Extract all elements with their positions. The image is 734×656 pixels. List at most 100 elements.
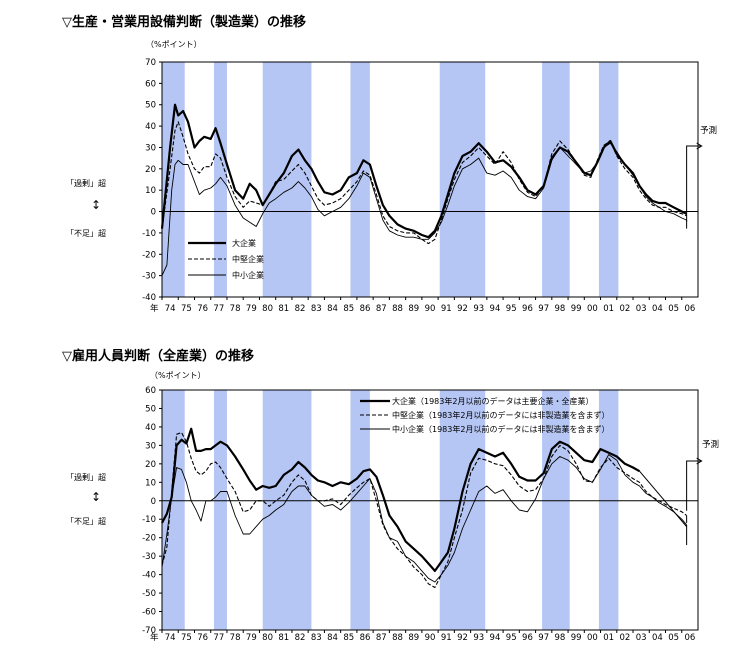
y-tick-label: 10 <box>145 186 156 196</box>
forecast-arrowhead <box>696 142 703 150</box>
x-tick-label: 89 <box>408 304 419 314</box>
x-tick-label: 87 <box>376 304 387 314</box>
x-tick-label: 04 <box>652 304 663 314</box>
x-tick-label: 02 <box>619 304 630 314</box>
x-tick-label: 03 <box>636 633 647 643</box>
legend-label-1: 中堅企業 <box>232 254 264 264</box>
x-tick-label: 94 <box>490 304 501 314</box>
y-tick-label: -60 <box>142 608 156 618</box>
x-tick-label: 79 <box>246 633 257 643</box>
x-tick-label: 92 <box>457 304 468 314</box>
y-tick-label: -40 <box>142 571 156 581</box>
x-tick-label: 78 <box>230 633 241 643</box>
y-tick-label: 0 <box>151 497 156 507</box>
forecast-arrowhead <box>696 457 703 465</box>
series-line-0 <box>161 427 641 572</box>
x-tick-label: 74 <box>165 304 176 314</box>
annotation-excess: 「過剰」超 <box>66 178 106 188</box>
forecast-label: 予測 <box>702 439 719 450</box>
x-tick-label: 90 <box>425 304 436 314</box>
y-tick-label: 60 <box>145 386 156 396</box>
x-tick-label: 82 <box>295 633 306 643</box>
x-tick-label: 92 <box>457 633 468 643</box>
annotation-shortage: 「不足」超 <box>66 516 106 526</box>
forecast-segment-0 <box>639 470 688 527</box>
x-tick-label: 88 <box>392 304 403 314</box>
x-tick-label: 89 <box>408 633 419 643</box>
annotation-arrow: ↕ <box>91 198 101 212</box>
y-tick-label: 10 <box>145 478 156 488</box>
shaded-period-2 <box>262 390 312 630</box>
x-tick-label: 97 <box>538 304 549 314</box>
x-tick-label: 00 <box>587 633 598 643</box>
x-tick-label: 06 <box>684 304 695 314</box>
forecast-bracket <box>686 460 701 511</box>
x-tick-label: 80 <box>262 633 273 643</box>
y-tick-label: -30 <box>142 552 156 562</box>
x-tick-label: 98 <box>555 633 566 643</box>
shaded-period-6 <box>598 62 619 297</box>
y-tick-label: 50 <box>145 404 156 414</box>
x-tick-label: 00 <box>587 304 598 314</box>
x-tick-label: 06 <box>684 633 695 643</box>
x-tick-label: 96 <box>522 633 533 643</box>
legend-label-0: 大企業（1983年2月以前のデータは主要企業・全産業） <box>392 396 593 406</box>
shaded-period-3 <box>350 390 370 630</box>
x-tick-label: 83 <box>311 304 322 314</box>
x-tick-label: 95 <box>506 633 517 643</box>
y-tick-label: 50 <box>145 101 156 111</box>
x-tick-label: 03 <box>636 304 647 314</box>
series-line-1 <box>161 431 687 589</box>
x-tick-label: 95 <box>506 304 517 314</box>
x-tick-label: 91 <box>441 304 452 314</box>
unit-label: （%ポイント） <box>146 40 202 49</box>
x-tick-label: 80 <box>262 304 273 314</box>
y-tick-label: -40 <box>142 293 156 303</box>
x-tick-label: 83 <box>311 633 322 643</box>
x-tick-label: 85 <box>343 633 354 643</box>
x-tick-label: 81 <box>278 633 289 643</box>
shaded-period-0 <box>162 390 185 630</box>
x-tick-label: 97 <box>538 633 549 643</box>
x-tick-label: 90 <box>425 633 436 643</box>
plot-frame <box>161 389 699 631</box>
x-tick-label: 05 <box>668 633 679 643</box>
y-tick-label: -50 <box>142 589 156 599</box>
x-tick-label: 86 <box>360 633 371 643</box>
y-tick-label: 60 <box>145 79 156 89</box>
x-tick-label: 77 <box>213 633 224 643</box>
x-tick-label: 76 <box>197 633 208 643</box>
series-line-2 <box>161 142 687 276</box>
y-tick-label: -30 <box>142 272 156 282</box>
x-tick-label: 79 <box>246 304 257 314</box>
x-tick-label: 02 <box>619 633 630 643</box>
x-tick-label: 94 <box>490 633 501 643</box>
y-tick-label: 0 <box>151 208 156 218</box>
x-tick-label: 82 <box>295 304 306 314</box>
x-tick-label: 87 <box>376 633 387 643</box>
y-tick-label: 40 <box>145 122 156 132</box>
y-tick-label: 30 <box>145 441 156 451</box>
y-tick-label: 40 <box>145 423 156 433</box>
x-tick-label: 81 <box>278 304 289 314</box>
shaded-period-1 <box>213 390 227 630</box>
x-tick-label: 78 <box>230 304 241 314</box>
y-tick-label: -10 <box>142 515 156 525</box>
x-tick-label: 99 <box>571 304 582 314</box>
chart-1-title: ▽生産・営業用設備判断（製造業）の推移 <box>62 15 306 30</box>
y-tick-label: -70 <box>142 626 156 636</box>
shaded-period-1 <box>213 62 227 297</box>
series-line-1 <box>161 121 687 245</box>
x-axis-prefix: 年 <box>150 632 159 643</box>
y-tick-label: 70 <box>145 58 156 68</box>
x-tick-label: 01 <box>603 633 614 643</box>
x-tick-label: 99 <box>571 633 582 643</box>
x-tick-label: 84 <box>327 633 338 643</box>
annotation-excess: 「過剰」超 <box>66 472 106 482</box>
x-tick-label: 96 <box>522 304 533 314</box>
x-tick-label: 84 <box>327 304 338 314</box>
y-tick-label: -20 <box>142 250 156 260</box>
